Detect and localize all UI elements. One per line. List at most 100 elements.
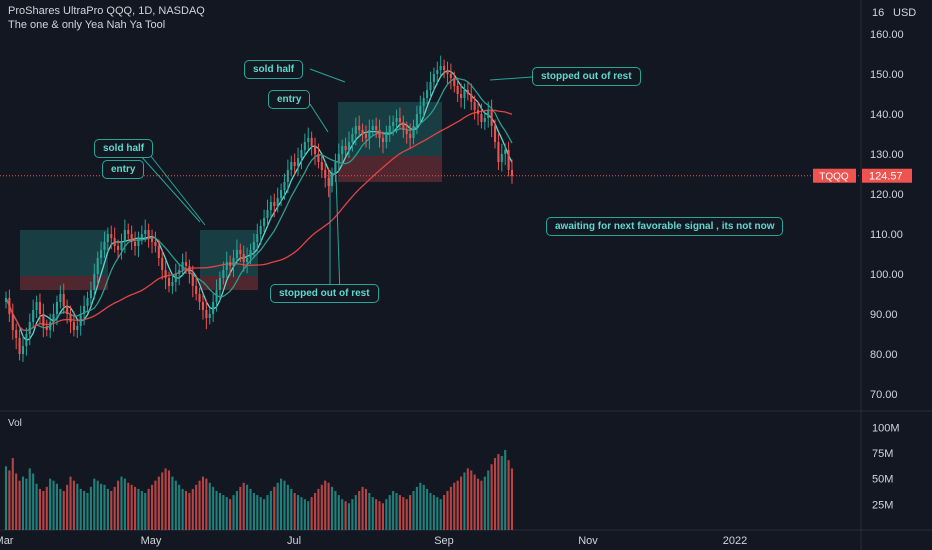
- chart-title: ProShares UltraPro QQQ, 1D, NASDAQ: [8, 5, 205, 17]
- candle-body: [398, 118, 401, 122]
- candle-body: [453, 78, 456, 86]
- candle-body: [463, 90, 466, 98]
- candle-body: [76, 326, 79, 330]
- candle-body: [239, 250, 242, 254]
- volume-bar: [4, 466, 8, 530]
- candle-body: [269, 202, 272, 210]
- candle-body: [235, 250, 238, 258]
- candle-body: [171, 282, 174, 286]
- volume-bar: [290, 488, 293, 530]
- candle-body: [419, 106, 422, 114]
- volume-bar: [86, 493, 89, 530]
- volume-bar: [249, 488, 252, 530]
- volume-bar: [123, 478, 126, 530]
- candle-body: [21, 346, 25, 354]
- candle-body: [354, 126, 357, 134]
- volume-bar: [300, 497, 303, 530]
- candle-body: [347, 142, 351, 150]
- volume-bar: [507, 460, 510, 530]
- candle-body: [303, 142, 306, 150]
- candle-body: [42, 314, 45, 326]
- candle-body: [361, 130, 364, 134]
- volume-bar: [178, 484, 181, 530]
- candle-body: [18, 338, 21, 354]
- volume-bar: [297, 495, 300, 530]
- ma-mid-line: [5, 77, 513, 332]
- annotation-entry-2: entry: [268, 90, 311, 109]
- volume-bar: [364, 488, 368, 530]
- candle-body: [55, 302, 58, 314]
- candle-body: [229, 262, 232, 266]
- candle-body: [133, 242, 137, 246]
- volume-bar: [330, 486, 334, 530]
- candle-body: [106, 234, 109, 242]
- candle-body: [456, 86, 459, 94]
- candle-body: [252, 242, 255, 250]
- candle-body: [449, 74, 452, 78]
- volume-pane-label: Vol: [8, 418, 22, 429]
- volume-bar: [235, 490, 238, 530]
- candle-body: [263, 218, 266, 226]
- time-tick-label: Nov: [578, 535, 598, 547]
- candle-body: [392, 122, 395, 126]
- candle-body: [334, 162, 337, 174]
- candle-body: [49, 322, 52, 330]
- volume-bar: [276, 482, 279, 530]
- volume-bar: [476, 478, 480, 530]
- volume-bar: [449, 486, 452, 530]
- candle-body: [117, 246, 120, 250]
- candle-body: [28, 322, 31, 334]
- candle-body: [96, 258, 99, 274]
- candle-body: [368, 130, 371, 138]
- candle-body: [327, 178, 330, 186]
- candle-body: [184, 262, 188, 266]
- candle-body: [436, 70, 439, 74]
- volume-bar: [45, 486, 48, 530]
- volume-bar: [351, 499, 354, 530]
- annotation-sold-half-1: sold half: [94, 139, 154, 158]
- volume-bar: [470, 470, 473, 530]
- candle-body: [195, 286, 198, 294]
- volume-bar: [222, 495, 225, 530]
- candle-body: [113, 238, 116, 246]
- candle-body: [130, 234, 133, 242]
- candle-body: [375, 126, 378, 130]
- volume-bar: [147, 488, 150, 530]
- price-tick-label: 70.00: [870, 389, 898, 401]
- volume-bar: [341, 499, 344, 530]
- candle-body: [290, 162, 293, 170]
- volume-bar: [96, 480, 99, 530]
- volume-bar: [76, 483, 79, 530]
- volume-bar: [120, 476, 123, 530]
- volume-bar: [18, 480, 21, 530]
- target-zone: [20, 230, 108, 276]
- volume-bar: [303, 499, 306, 530]
- candle-body: [504, 150, 507, 154]
- volume-bar: [106, 488, 109, 530]
- volume-bar: [52, 480, 55, 530]
- volume-bar: [239, 486, 242, 530]
- volume-bar: [432, 495, 435, 530]
- candle-body: [473, 102, 476, 110]
- candle-body: [439, 66, 442, 70]
- candle-body: [412, 126, 415, 138]
- volume-bar: [93, 478, 96, 530]
- candle-body: [191, 274, 194, 286]
- volume-bar: [334, 490, 337, 530]
- candle-body: [297, 158, 300, 166]
- candle-body: [415, 114, 418, 126]
- price-tick-label: 140.00: [870, 109, 904, 121]
- volume-tick-label: 25M: [872, 499, 893, 511]
- candle-body: [470, 94, 473, 102]
- candle-body: [66, 306, 69, 314]
- candle-body: [446, 70, 449, 74]
- volume-bar: [69, 476, 72, 530]
- volume-bar: [144, 493, 147, 530]
- volume-bar: [201, 476, 205, 530]
- candle-body: [32, 310, 35, 322]
- stop-zone: [200, 276, 258, 290]
- candle-body: [93, 274, 96, 290]
- candle-body: [330, 174, 334, 186]
- candle-body: [100, 250, 103, 258]
